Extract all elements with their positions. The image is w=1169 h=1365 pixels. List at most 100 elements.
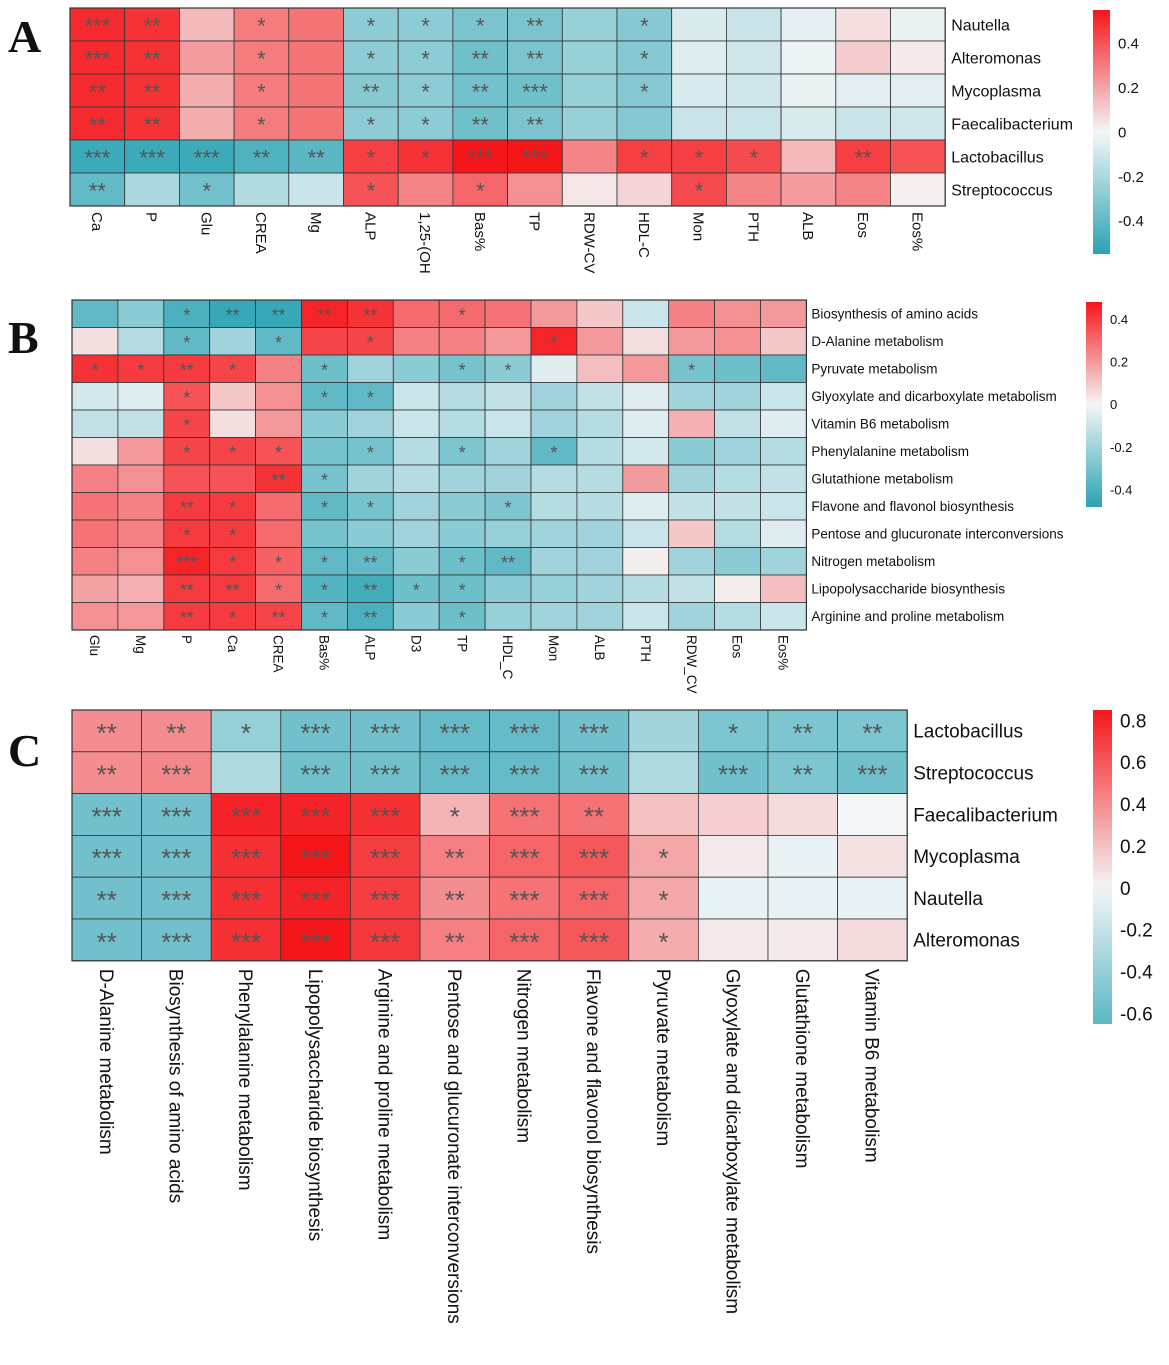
significance-stars: * [505, 360, 512, 380]
heatmap-cell [209, 382, 256, 411]
heatmap-cell [71, 299, 119, 328]
panel-b: B * ** ** ** ** ** * * ** * ** * * * * ** * *** * * * * *** ***… [8, 299, 1132, 694]
column-label: RDW_CV [684, 635, 699, 694]
heatmap-cell [767, 835, 838, 878]
heatmap-cell [124, 40, 180, 75]
column-label: Glu [197, 212, 214, 235]
heatmap-cell [438, 327, 486, 356]
heatmap-cell [438, 409, 486, 438]
row-label: Nitrogen metabolism [811, 554, 935, 569]
heatmap-cell [890, 172, 946, 207]
significance-stars: * [367, 443, 374, 463]
significance-stars: *** [92, 843, 122, 873]
significance-stars: ** [317, 305, 331, 325]
heatmap-cell [419, 709, 490, 753]
significance-stars: * [728, 718, 738, 748]
heatmap-cell [507, 139, 563, 174]
significance-stars: ** [584, 801, 604, 831]
column-label: Flavone and flavonol biosynthesis [582, 969, 603, 1254]
heatmap-cell [71, 574, 119, 603]
significance-stars: * [321, 553, 328, 573]
heatmap-cell [714, 464, 761, 493]
heatmap-cell [117, 464, 165, 493]
heatmap-cell [163, 382, 211, 411]
heatmap-cell [530, 519, 578, 548]
heatmap-cell [726, 172, 782, 207]
significance-stars: * [202, 179, 211, 204]
heatmap-cell [163, 464, 211, 493]
significance-stars: ** [445, 927, 465, 957]
row-label: Vitamin B6 metabolism [811, 417, 949, 432]
significance-stars: *** [231, 801, 261, 831]
significance-stars: * [257, 80, 266, 105]
significance-stars: ** [793, 760, 813, 790]
heatmap-cell [349, 751, 421, 794]
heatmap-cell [576, 464, 624, 493]
heatmap-cell [668, 602, 716, 631]
significance-stars: * [640, 14, 649, 39]
heatmap-cell [346, 492, 394, 521]
heatmap-cell [69, 106, 126, 141]
significance-stars: *** [370, 801, 400, 831]
column-label: P [143, 212, 160, 222]
heatmap-cell [349, 835, 421, 878]
heatmap-cell [714, 409, 761, 438]
heatmap-cell [484, 519, 532, 548]
heatmap-cell [210, 876, 282, 920]
heatmap-cell [698, 793, 769, 836]
significance-stars: *** [231, 885, 261, 915]
heatmap-cell [628, 709, 699, 753]
row-label: Pyruvate metabolism [811, 362, 937, 377]
heatmap-cell [71, 437, 119, 466]
column-label: Eos% [908, 212, 925, 251]
heatmap-cell [698, 918, 769, 962]
column-label: Vitamin B6 metabolism [861, 969, 882, 1163]
heatmap-cell [346, 327, 394, 356]
heatmap-cell [178, 106, 235, 141]
heatmap-cell [558, 751, 630, 794]
heatmap-cell [178, 40, 235, 75]
column-label: Eos [730, 635, 745, 659]
heatmap-cell [767, 793, 838, 836]
heatmap-cell [671, 40, 727, 75]
heatmap-cell [484, 602, 532, 631]
heatmap-cell [346, 547, 394, 576]
heatmap-cell [484, 437, 532, 466]
heatmap-cell [489, 709, 560, 753]
heatmap-cell [484, 354, 532, 383]
heatmap-cell [124, 7, 180, 42]
heatmap-cell [210, 709, 282, 753]
heatmap-cell [530, 409, 578, 438]
significance-stars: * [421, 113, 430, 138]
heatmap-cell [343, 139, 399, 174]
significance-stars: ** [180, 580, 194, 600]
heatmap-cell [178, 7, 235, 42]
heatmap-cell [671, 73, 727, 108]
heatmap-cell [760, 382, 807, 411]
heatmap-cell [622, 547, 670, 576]
heatmap-cell [233, 106, 290, 141]
heatmap-cell [419, 918, 490, 962]
column-label: Phenylalanine metabolism [234, 969, 255, 1191]
significance-stars: ** [89, 80, 107, 105]
heatmap-cell [760, 409, 807, 438]
heatmap-cell [530, 547, 578, 576]
heatmap-cell [576, 409, 624, 438]
heatmap-cell [835, 73, 891, 108]
heatmap-cell [530, 464, 578, 493]
heatmap-cell [576, 602, 624, 631]
heatmap-cell [780, 139, 837, 174]
heatmap-cell [576, 437, 624, 466]
heatmap-cell [489, 835, 560, 878]
heatmap-cell [726, 7, 782, 42]
heatmap-cell [507, 73, 563, 108]
significance-stars: *** [522, 80, 548, 105]
significance-stars: *** [300, 718, 330, 748]
significance-stars: ** [445, 843, 465, 873]
significance-stars: ** [143, 113, 161, 138]
significance-stars: * [257, 113, 266, 138]
heatmap-cell [668, 354, 716, 383]
significance-stars: ** [89, 113, 107, 138]
significance-stars: * [459, 553, 466, 573]
significance-stars: *** [300, 801, 330, 831]
